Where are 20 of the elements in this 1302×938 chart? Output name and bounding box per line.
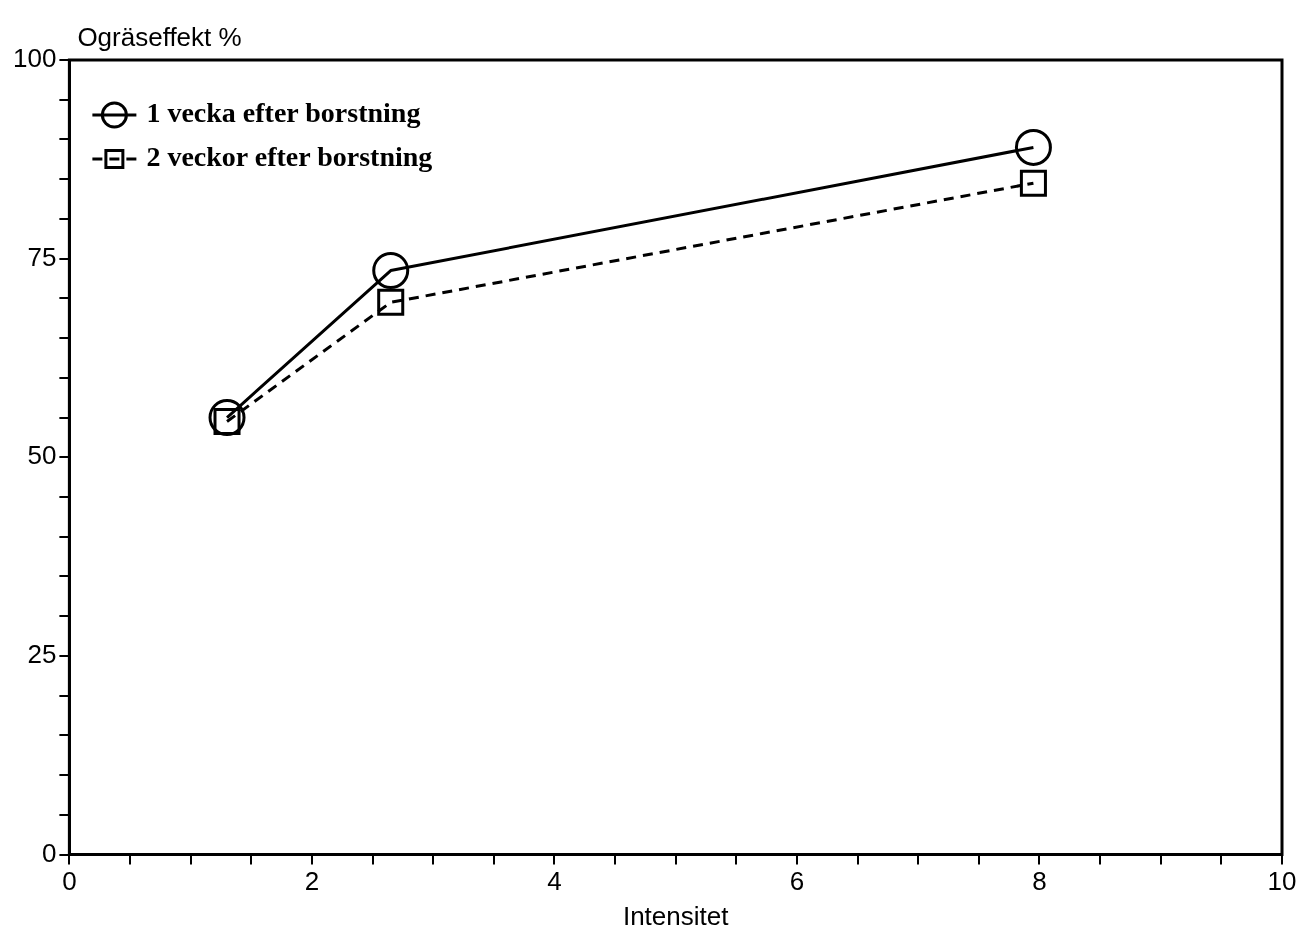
point bbox=[1019, 169, 1047, 197]
point bbox=[377, 288, 405, 316]
legend-label: 1 vecka efter borstning bbox=[146, 97, 421, 129]
x-tick-label: 8 bbox=[1032, 866, 1047, 897]
x-tick-label: 4 bbox=[547, 866, 562, 897]
point bbox=[372, 252, 410, 290]
point bbox=[208, 399, 246, 437]
x-tick-label: 10 bbox=[1267, 866, 1297, 897]
x-axis-title: Intensitet bbox=[622, 900, 730, 931]
point bbox=[1014, 128, 1052, 166]
y-tick-label: 0 bbox=[41, 837, 57, 868]
y-tick-label: 50 bbox=[27, 440, 57, 471]
x-tick-label: 2 bbox=[304, 866, 320, 897]
x-tick-label: 0 bbox=[62, 866, 77, 897]
y-tick-label: 75 bbox=[27, 241, 57, 272]
legend-label: 2 veckor efter borstning bbox=[146, 141, 433, 173]
y-axis-title: Ogräseffekt % bbox=[77, 22, 242, 53]
y-tick-label: 25 bbox=[27, 639, 57, 670]
x-tick-label: 6 bbox=[789, 866, 805, 897]
y-tick-label: 100 bbox=[12, 43, 57, 74]
